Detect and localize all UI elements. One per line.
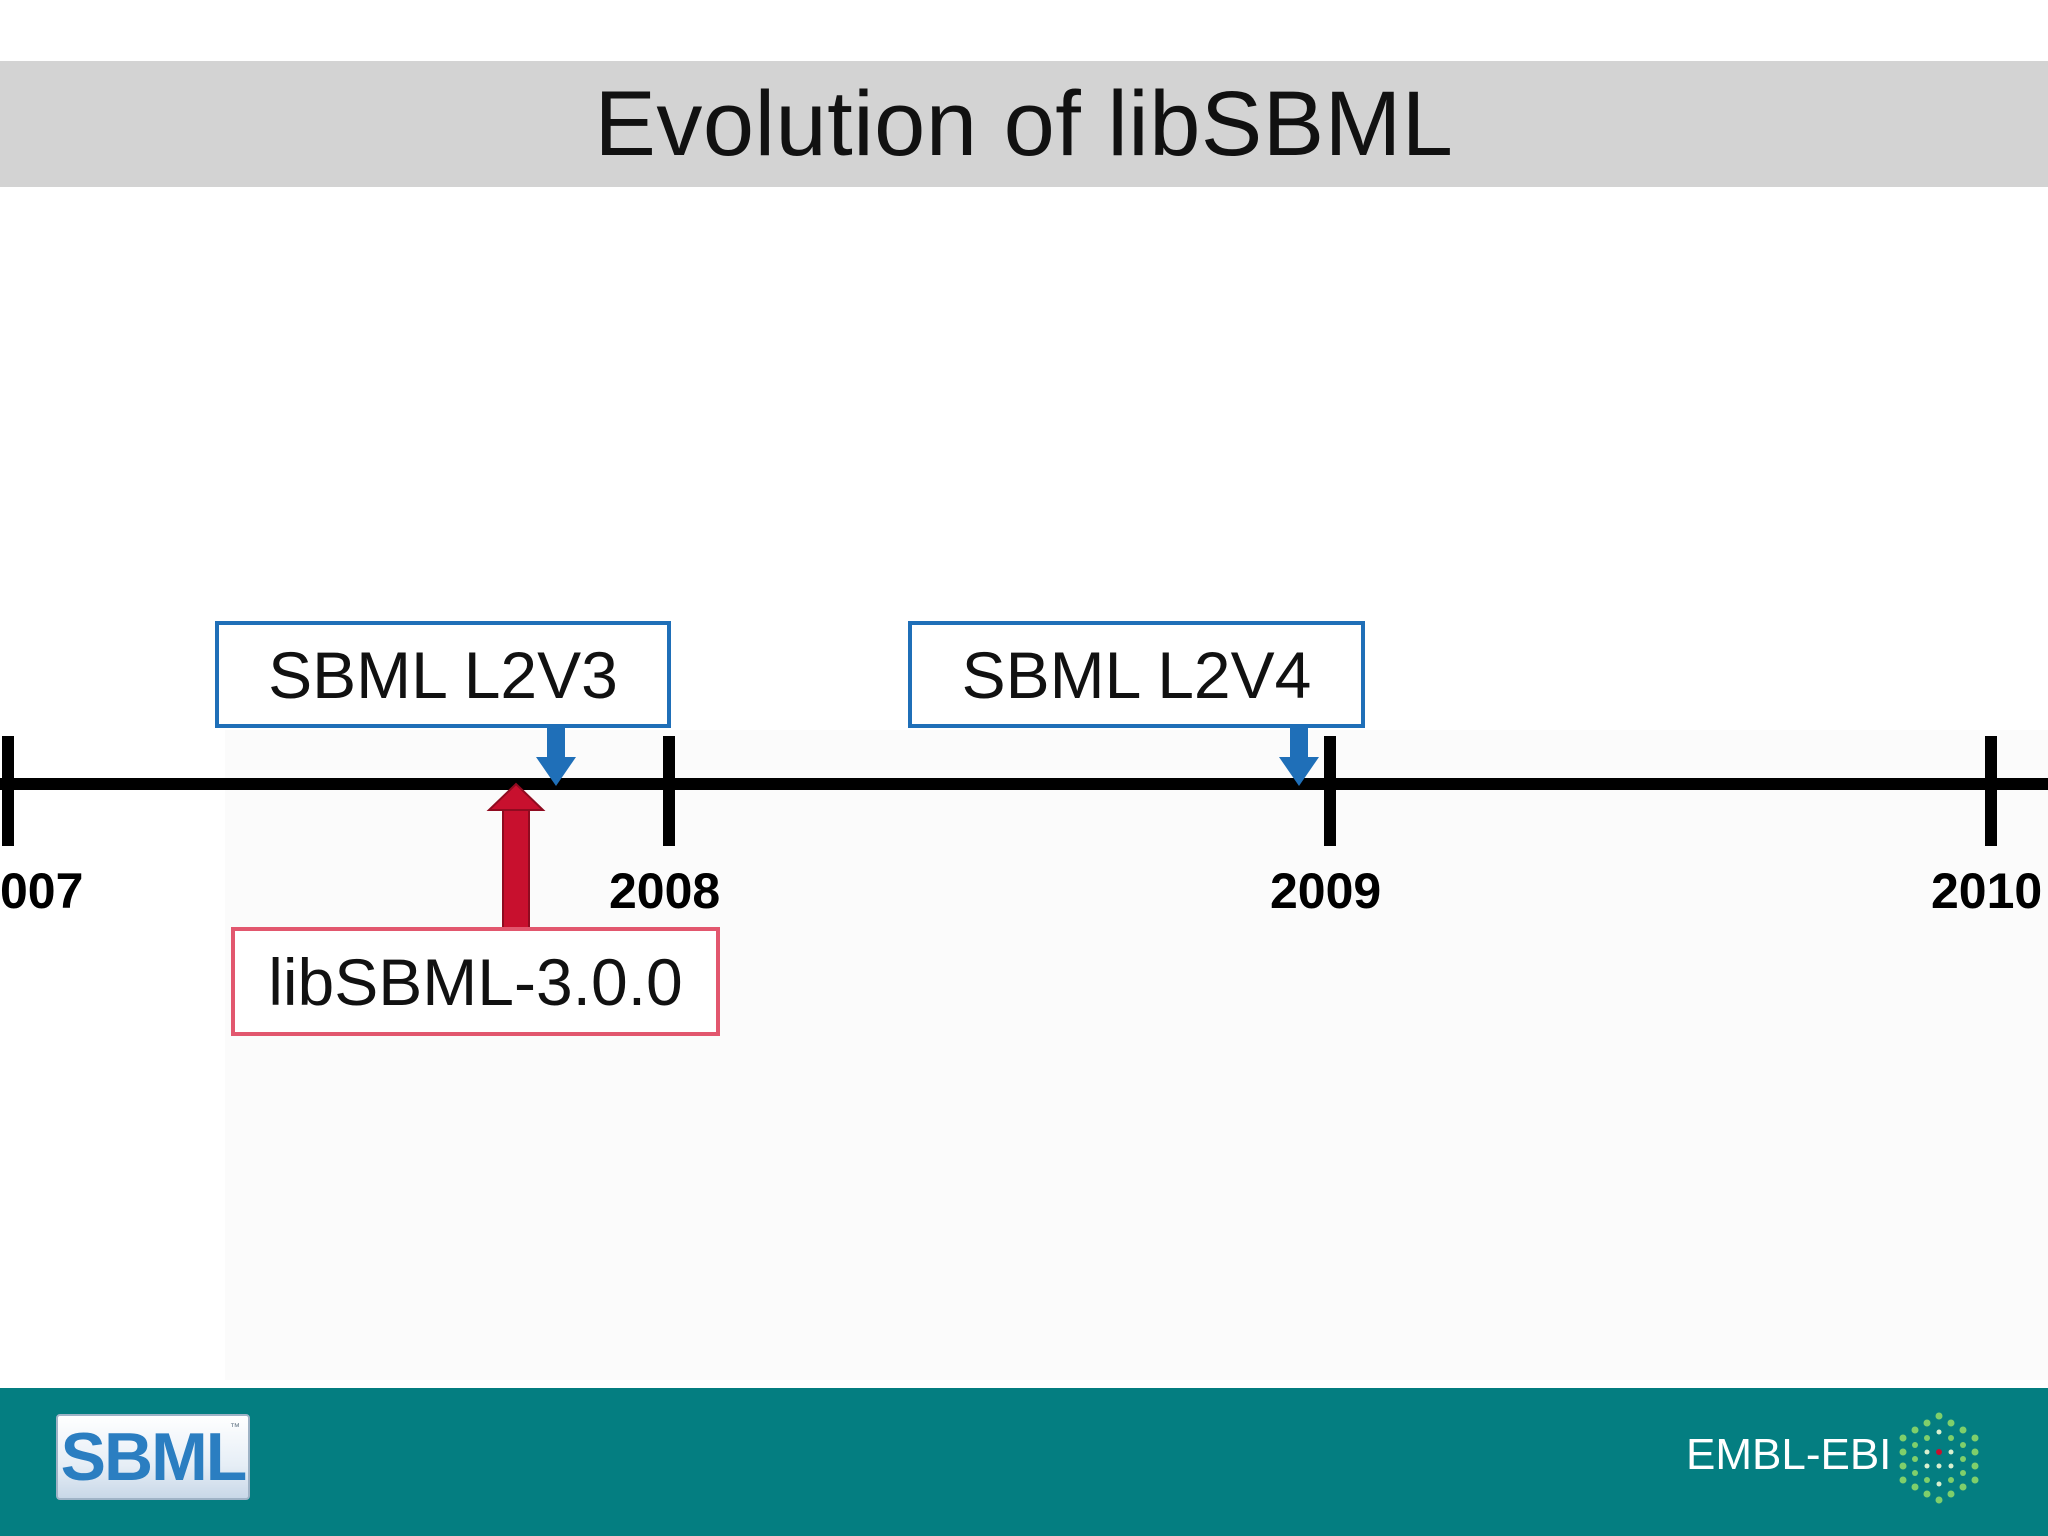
- sbml-logo-text: SBML: [60, 1419, 248, 1495]
- sbml-logo: SBML ™: [56, 1414, 250, 1500]
- title-band: [0, 61, 2048, 187]
- year-label-2009: 2009: [1270, 863, 1382, 919]
- year-label-2007: 007: [0, 863, 84, 919]
- embl-ebi-logo-text: EMBL-EBI: [1686, 1430, 1892, 1479]
- libsbml-release-arrow: [486, 782, 546, 933]
- embl-ebi-dots-icon: [1899, 1412, 1979, 1504]
- sbml-logo-tm: ™: [230, 1422, 240, 1433]
- year-label-2010: 2010: [1931, 863, 2043, 919]
- spec-box-l2v4: SBML L2V4: [908, 621, 1365, 728]
- slide-title: Evolution of libSBML: [594, 72, 1454, 175]
- year-label-2008: 2008: [609, 863, 721, 919]
- release-box-libsbml-3-0-0: libSBML-3.0.0: [231, 927, 720, 1036]
- footer-bar: [0, 1388, 2048, 1536]
- spec-box-l2v3: SBML L2V3: [215, 621, 671, 728]
